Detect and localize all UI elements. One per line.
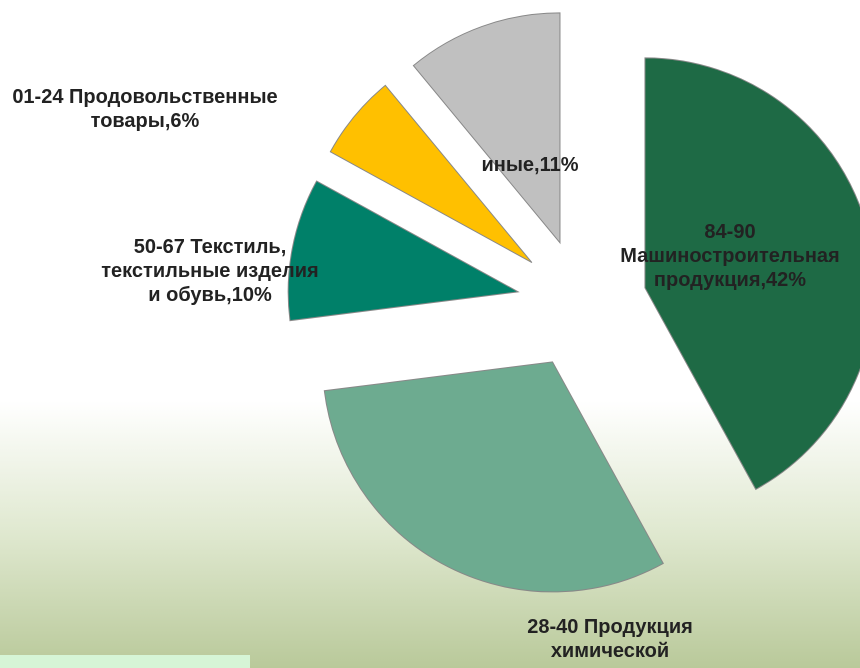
slice-label: 50-67 Текстиль, текстильные изделия и об… xyxy=(101,236,319,306)
pie-slice xyxy=(412,12,561,245)
slice-label: 28-40 Продукция химической xyxy=(527,616,693,662)
slice-label: 84-90 Машиностроительная продукция,42% xyxy=(620,221,840,291)
slice-label: 01-24 Продовольственные товары,6% xyxy=(12,86,278,132)
pie-slice xyxy=(323,361,664,593)
pie-slice xyxy=(287,180,520,322)
pie-slice xyxy=(644,57,860,491)
slice-label: иные,11% xyxy=(481,154,579,176)
pie-slice xyxy=(329,84,533,264)
panel xyxy=(0,655,250,668)
